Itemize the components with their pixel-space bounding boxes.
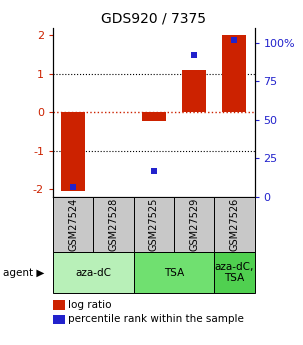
Bar [214, 197, 255, 252]
Text: GSM27529: GSM27529 [189, 198, 199, 251]
Text: GSM27528: GSM27528 [108, 198, 118, 251]
Bar [134, 252, 214, 293]
Text: percentile rank within the sample: percentile rank within the sample [68, 315, 244, 324]
Text: aza-dC,
TSA: aza-dC, TSA [215, 262, 254, 283]
Text: GSM27524: GSM27524 [68, 198, 78, 251]
Title: GDS920 / 7375: GDS920 / 7375 [101, 11, 206, 25]
Bar [182, 70, 206, 112]
Text: log ratio: log ratio [68, 300, 112, 310]
Text: agent ▶: agent ▶ [3, 268, 45, 277]
Text: aza-dC: aza-dC [75, 268, 111, 277]
Bar [93, 197, 134, 252]
Bar [53, 197, 93, 252]
Bar [134, 197, 174, 252]
Bar [222, 35, 246, 112]
Bar [61, 112, 85, 191]
Bar [53, 252, 134, 293]
Text: GSM27525: GSM27525 [149, 198, 159, 251]
Bar [142, 112, 166, 121]
Bar [214, 252, 255, 293]
Text: TSA: TSA [164, 268, 184, 277]
Text: GSM27526: GSM27526 [229, 198, 239, 251]
Bar [174, 197, 214, 252]
